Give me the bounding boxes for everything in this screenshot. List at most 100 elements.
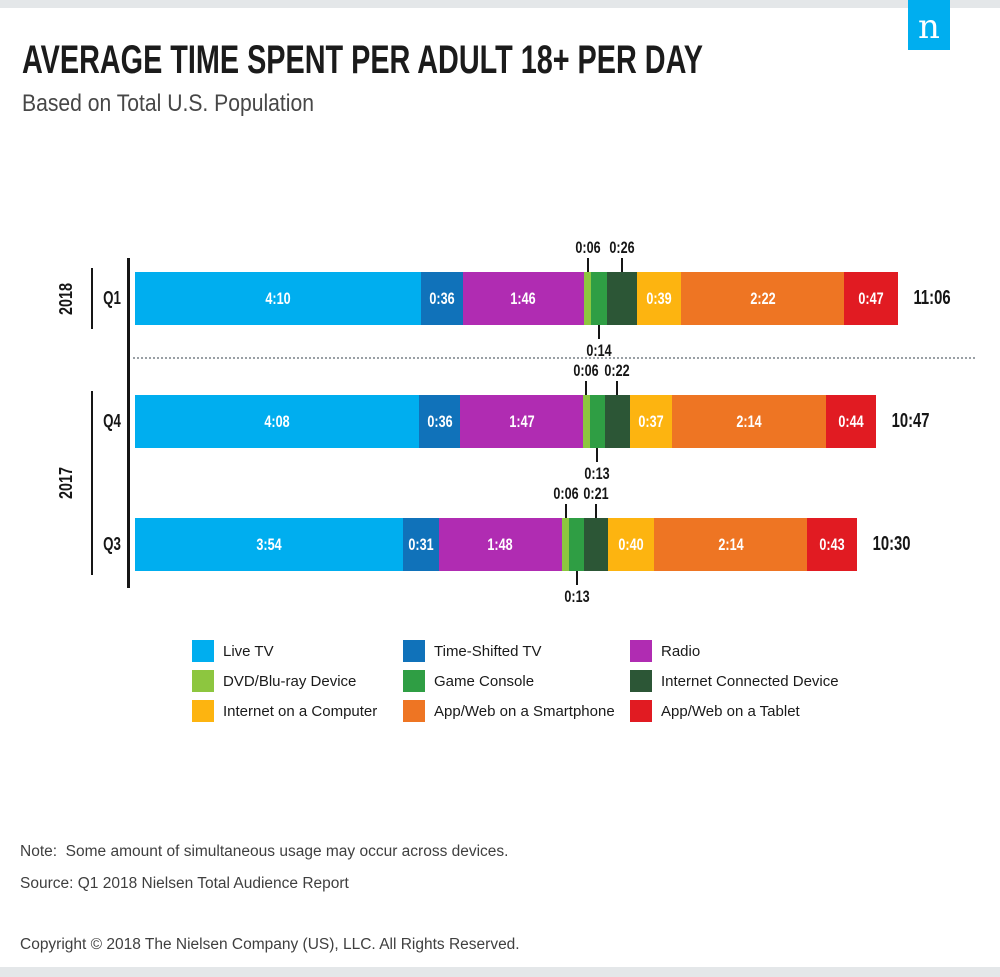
legend-label: Time-Shifted TV [434,642,542,660]
callout-value-text: 0:13 [564,587,590,606]
legend-item-time-shifted-tv: Time-Shifted TV [403,640,630,662]
legend-swatch-time-shifted-tv [403,640,425,662]
legend-label: Internet Connected Device [661,672,839,690]
bar-segment-dvd-blu-ray-device [584,272,591,325]
bar-segment-live-tv: 4:08 [135,395,420,448]
legend-swatch-internet-on-a-computer [192,700,214,722]
bar-total-q4: 10:47 [885,395,936,448]
bar-segment-app-web-on-a-smartphone: 2:22 [681,272,845,325]
year-bracket-2018 [91,268,93,329]
callout-value-text: 0:22 [604,361,630,380]
segment-value-label: 2:22 [750,288,776,308]
quarter-label-text: Q3 [103,534,121,554]
callout-value-text: 0:06 [573,361,599,380]
legend-label: Game Console [434,672,535,690]
segment-value-label: 1:48 [487,534,514,554]
callout-value-above: 0:06 [534,484,598,504]
callout-value-above: 0:26 [590,238,654,258]
year-label-2018: 2018 [55,282,76,315]
bar-segment-radio: 1:47 [460,395,583,448]
bar-total-text: 10:30 [872,533,911,555]
callout-line-above [586,258,589,272]
bar-segment-app-web-on-a-tablet: 0:47 [844,272,898,325]
source-text: Source: Q1 2018 Nielsen Total Audience R… [20,875,349,892]
bar-total-text: 11:06 [913,287,951,309]
legend-label: App/Web on a Tablet [661,702,800,720]
bar-segment-game-console [589,395,605,448]
callout-value-above: 0:21 [564,484,628,504]
legend-item-internet-connected-device: Internet Connected Device [630,670,910,692]
legend-swatch-internet-connected-device [630,670,652,692]
bottom-accent-bar [0,967,1000,977]
callout-line-above [595,504,598,518]
legend-item-app-web-on-a-tablet: App/Web on a Tablet [630,700,910,722]
segment-value-label: 1:47 [509,411,535,431]
callout-line-below [596,448,599,462]
quarter-label-q1: Q1 [93,272,131,325]
callout-line-above [620,258,623,272]
year-label-2017: 2017 [55,466,76,500]
copyright-text: Copyright © 2018 The Nielsen Company (US… [20,936,520,953]
bar-segment-app-web-on-a-tablet: 0:43 [807,518,857,571]
callout-value-text: 0:13 [584,464,610,483]
bar-segment-dvd-blu-ray-device [582,395,590,448]
legend-label: DVD/Blu-ray Device [223,672,357,690]
quarter-label-q3: Q3 [93,518,131,571]
bar-segment-dvd-blu-ray-device [562,518,570,571]
callout-value-above: 0:22 [585,361,649,381]
segment-value-label: 1:46 [510,288,536,308]
callout-value-above: 0:06 [556,238,620,258]
bar-segment-radio: 1:46 [462,272,585,325]
bar-segment-internet-on-a-computer: 0:40 [608,518,654,571]
bar-segment-game-console [590,272,607,325]
legend-item-app-web-on-a-smartphone: App/Web on a Smartphone [403,700,630,722]
legend-swatch-radio [630,640,652,662]
legend-label: Live TV [223,642,274,660]
page-subtitle: Based on Total U.S. Population [22,90,314,117]
bar-segment-time-shifted-tv: 0:36 [421,272,463,325]
legend-swatch-app-web-on-a-smartphone [403,700,425,722]
bar-segment-internet-on-a-computer: 0:39 [636,272,682,325]
bar-total-q1: 11:06 [907,272,957,325]
bar-segment-app-web-on-a-smartphone: 2:14 [672,395,826,448]
callout-value-text: 0:26 [609,238,635,257]
legend: Live TV Time-Shifted TV Radio DVD/Blu-ray D… [192,640,910,722]
segment-value-label: 4:10 [265,288,291,308]
segment-value-label: 0:47 [858,288,884,308]
segment-value-label: 2:14 [736,411,762,431]
legend-swatch-live-tv [192,640,214,662]
segment-value-label: 3:54 [256,534,282,554]
segment-value-label: 0:37 [638,411,664,431]
bar-segment-internet-connected-device [604,395,630,448]
legend-swatch-game-console [403,670,425,692]
nielsen-logo-letter: n [918,7,940,47]
segment-value-label: 0:44 [838,411,864,431]
legend-swatch-app-web-on-a-tablet [630,700,652,722]
callout-value-text: 0:06 [574,238,601,257]
y-axis-line [127,258,130,588]
callout-value-below: 0:13 [545,587,609,607]
bar-segment-internet-connected-device [584,518,609,571]
callout-line-above [585,381,588,395]
quarter-label-text: Q1 [103,288,121,308]
callout-value-above: 0:06 [554,361,618,381]
callout-value-below: 0:14 [567,341,631,361]
legend-item-internet-on-a-computer: Internet on a Computer [192,700,403,722]
segment-value-label: 4:08 [264,411,290,431]
bar-segment-time-shifted-tv: 0:31 [403,518,439,571]
segment-value-label: 0:36 [427,411,453,431]
group-separator-line [133,357,975,359]
quarter-label-q4: Q4 [93,395,131,448]
segment-value-label: 0:36 [429,288,455,308]
bar-segment-live-tv: 3:54 [135,518,404,571]
bar-segment-radio: 1:48 [438,518,563,571]
callout-line-above [564,504,567,518]
legend-item-dvd-blu-ray-device: DVD/Blu-ray Device [192,670,403,692]
callout-value-text: 0:21 [583,484,609,503]
segment-value-label: 2:14 [718,534,744,554]
callout-line-below [597,325,600,339]
legend-label: Radio [661,642,701,660]
bar-total-q3: 10:30 [866,518,917,571]
